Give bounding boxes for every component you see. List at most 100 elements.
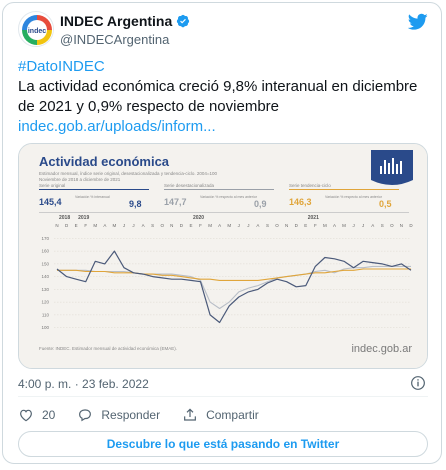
month-label: O — [390, 223, 394, 228]
month-label: D — [180, 223, 184, 228]
kpi-sub-label: Variación % respecto al mes anterior — [325, 195, 383, 199]
tweet-timestamp[interactable]: 4:00 p. m. · 23 feb. 2022 — [18, 377, 149, 391]
chart-source: Fuente: INDEC. Estimador mensual de acti… — [39, 346, 177, 351]
month-label: N — [285, 223, 288, 228]
kpi-label: Serie tendencia-ciclo — [289, 183, 331, 188]
series-line — [57, 265, 411, 310]
chart-title: Actividad económica — [39, 154, 170, 169]
kpi-sub-value: 0,9 — [254, 199, 267, 209]
y-tick-label: 100 — [41, 325, 49, 330]
month-label: D — [65, 223, 69, 228]
y-tick-label: 130 — [41, 287, 49, 292]
month-label: N — [170, 223, 173, 228]
tweet-header: indec INDEC Argentina @INDECArgentina — [18, 11, 428, 51]
tweet-card[interactable]: indec INDEC Argentina @INDECArgentina #D… — [2, 2, 442, 464]
series-line — [56, 250, 412, 324]
month-label: E — [75, 223, 78, 228]
month-label: D — [409, 223, 413, 228]
month-label: O — [275, 223, 279, 228]
kpi-value: 147,7 — [164, 197, 187, 207]
indec-badge — [371, 150, 413, 185]
kpi-label: Serie original — [39, 183, 65, 188]
kpi-divider — [164, 189, 274, 190]
kpi-divider — [39, 189, 149, 190]
y-tick-label: 160 — [41, 249, 49, 254]
month-label: D — [295, 223, 299, 228]
month-label: J — [352, 223, 354, 228]
heart-icon — [20, 409, 32, 422]
y-tick-label: 110 — [42, 312, 50, 317]
kpi-sub-label: Variación % interanual — [75, 195, 110, 199]
kpi-sub-value: 0,5 — [379, 199, 392, 209]
indec-logo-text: indec.gob.ar — [351, 343, 412, 355]
hashtag-link[interactable]: #DatoINDEC — [18, 58, 105, 75]
month-label: J — [238, 223, 240, 228]
month-label: A — [256, 223, 259, 228]
month-label: F — [84, 223, 87, 228]
kpi-value: 146,3 — [289, 197, 312, 207]
year-label: 2021 — [308, 215, 319, 221]
month-label: M — [342, 223, 346, 228]
avatar-logo-text: indec — [28, 28, 46, 35]
info-icon[interactable] — [410, 375, 426, 391]
share-icon — [184, 408, 197, 421]
kpi-row: Serie original 145,4 Variación % interanua… — [39, 183, 399, 209]
year-label: 2020 — [193, 215, 204, 221]
month-label: A — [371, 223, 374, 228]
month-label: M — [93, 223, 97, 228]
tweet-body: La actividad económica creció 9,8% inter… — [18, 78, 418, 115]
year-label: 2018 — [59, 215, 70, 221]
month-label: N — [55, 223, 58, 228]
user-handle[interactable]: @INDECArgentina — [60, 32, 170, 47]
month-label: A — [142, 223, 145, 228]
chart-subtitle: Estimador mensual, índice serie original… — [39, 171, 217, 176]
reply-button[interactable]: Responder — [77, 407, 160, 423]
kpi-label: Serie desestacionalizada — [164, 183, 215, 188]
y-tick-label: 170 — [41, 236, 49, 241]
tweet-text: #DatoINDEC La actividad económica creció… — [18, 57, 428, 137]
month-label: S — [266, 223, 269, 228]
twitter-logo-icon[interactable] — [408, 13, 428, 31]
avatar[interactable]: indec — [18, 11, 54, 47]
share-button[interactable]: Compartir — [182, 407, 259, 423]
month-label: J — [123, 223, 125, 228]
discover-twitter-button[interactable]: Descubre lo que está pasando en Twitter — [18, 431, 428, 457]
chart-subtitle-2: Noviembre de 2018 a diciembre de 2021 — [39, 177, 121, 182]
month-label: N — [400, 223, 403, 228]
month-label: M — [208, 223, 212, 228]
divider — [18, 396, 428, 397]
kpi-divider — [289, 189, 399, 190]
month-label: E — [189, 223, 192, 228]
series-lines — [56, 250, 412, 324]
kpi-sub-value: 9,8 — [129, 199, 142, 209]
activity-chart: Actividad económica Estimador mensual, í… — [19, 144, 427, 368]
month-label: A — [103, 223, 106, 228]
month-label: F — [314, 223, 317, 228]
like-button[interactable]: 20 — [18, 407, 55, 423]
bar-chart-icon — [380, 158, 402, 174]
month-label: M — [323, 223, 327, 228]
kpi-value: 145,4 — [39, 197, 62, 207]
reply-icon — [79, 409, 92, 422]
tweet-url-link[interactable]: indec.gob.ar/uploads/inform... — [18, 118, 216, 135]
tweet-actions: 20 Responder Compartir — [18, 405, 281, 425]
month-label: A — [333, 223, 336, 228]
kpi-sub-label: Variación % respecto al mes anterior — [200, 195, 258, 199]
display-name[interactable]: INDEC Argentina — [60, 13, 173, 29]
share-label: Compartir — [206, 408, 259, 422]
month-label: A — [218, 223, 221, 228]
year-label: 2019 — [78, 215, 89, 221]
tweet-media-image[interactable]: Actividad económica Estimador mensual, í… — [18, 143, 428, 369]
y-tick-label: 120 — [41, 300, 49, 305]
month-label: J — [247, 223, 249, 228]
month-label: E — [304, 223, 307, 228]
y-tick-label: 150 — [41, 261, 49, 266]
y-tick-label: 140 — [41, 274, 49, 279]
month-label: J — [132, 223, 134, 228]
month-label: S — [381, 223, 384, 228]
year-labels: 2018 2019 2020 2021 — [59, 215, 319, 221]
y-axis-labels: 170 160 150 140 130 120 110 100 — [41, 236, 49, 330]
month-label: F — [199, 223, 202, 228]
like-count: 20 — [42, 408, 56, 422]
